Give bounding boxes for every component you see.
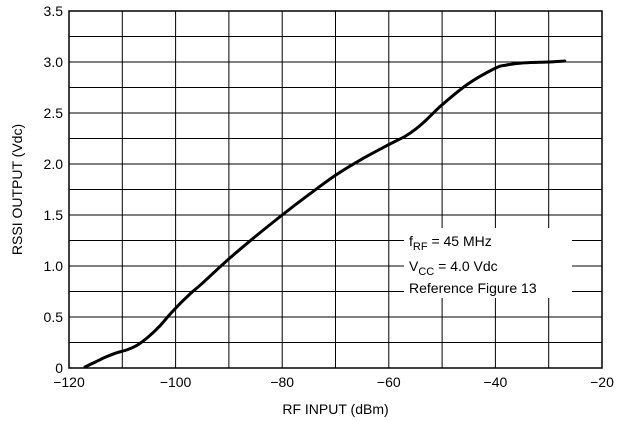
x-tick-label: −100 bbox=[160, 374, 192, 390]
annotation-line: Reference Figure 13 bbox=[409, 280, 537, 296]
y-tick-label: 0.5 bbox=[44, 309, 64, 325]
annotation-block: fRF = 45 MHz VCC = 4.0 Vdc Reference Figur… bbox=[409, 233, 537, 296]
y-tick-label: 3.5 bbox=[44, 3, 64, 19]
y-axis-label: RSSI OUTPUT (Vdc) bbox=[9, 124, 25, 255]
y-tick-label: 2.0 bbox=[44, 156, 64, 172]
y-tick-label: 2.5 bbox=[44, 105, 64, 121]
x-tick-label: −80 bbox=[270, 374, 294, 390]
x-tick-label: −60 bbox=[377, 374, 401, 390]
y-tick-label: 1.0 bbox=[44, 258, 64, 274]
annotation-line: fRF = 45 MHz bbox=[409, 233, 492, 253]
y-tick-label: 1.5 bbox=[44, 207, 64, 223]
x-tick-label: −20 bbox=[590, 374, 614, 390]
annotation-line: VCC = 4.0 Vdc bbox=[409, 258, 498, 278]
series-line-rssi bbox=[83, 59, 567, 369]
tick-labels: −120 −100 −80 −60 −40 −20 0 0.5 1.0 1.5 2.0 2.5 3.0 3… bbox=[44, 3, 615, 390]
plot-frame bbox=[68, 10, 603, 369]
grid bbox=[68, 10, 603, 369]
y-tick-label: 3.0 bbox=[44, 54, 64, 70]
annotation-box bbox=[404, 228, 572, 298]
x-tick-label: −120 bbox=[53, 374, 85, 390]
x-axis-label: RF INPUT (dBm) bbox=[282, 401, 388, 417]
x-tick-label: −40 bbox=[484, 374, 508, 390]
y-tick-label: 0 bbox=[55, 360, 63, 376]
